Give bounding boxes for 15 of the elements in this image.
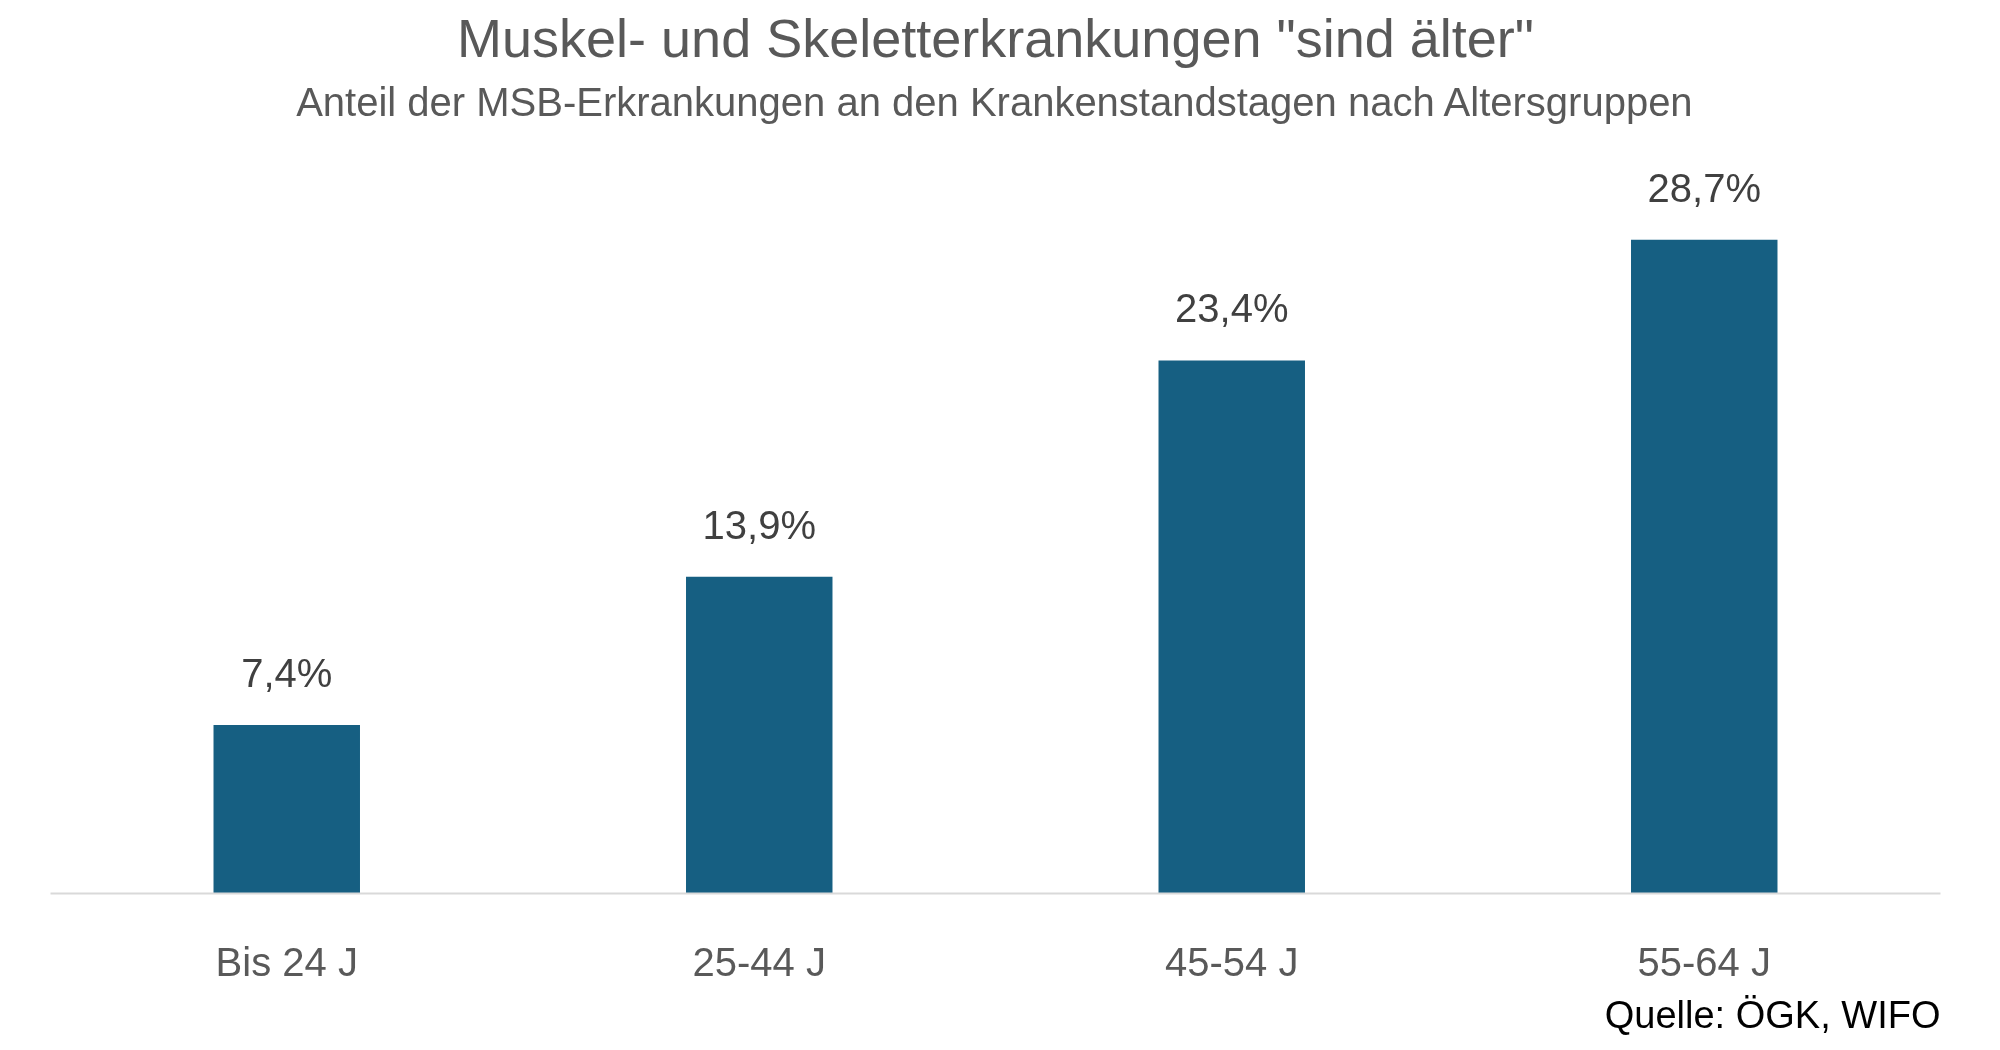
bar (686, 576, 833, 894)
x-tick-label: 45-54 J (1165, 939, 1299, 984)
bar (1158, 360, 1305, 894)
chart-subtitle: Anteil der MSB-Erkrankungen an den Krankenstandstagen nach Altersgruppen (296, 79, 1693, 124)
x-tick-label: 55-64 J (1637, 939, 1771, 984)
data-label: 13,9% (702, 502, 816, 547)
x-tick-label: 25-44 J (692, 939, 826, 984)
chart-title: Muskel- und Skeletterkrankungen "sind älter" (457, 7, 1534, 68)
data-label: 7,4% (241, 650, 333, 695)
source-note: Quelle: ÖGK, WIFO (1604, 993, 1941, 1036)
bar (1631, 239, 1778, 894)
x-tick-label: Bis 24 J (215, 939, 358, 984)
data-label: 28,7% (1647, 165, 1761, 210)
bar (213, 724, 360, 894)
data-label: 23,4% (1175, 286, 1289, 331)
